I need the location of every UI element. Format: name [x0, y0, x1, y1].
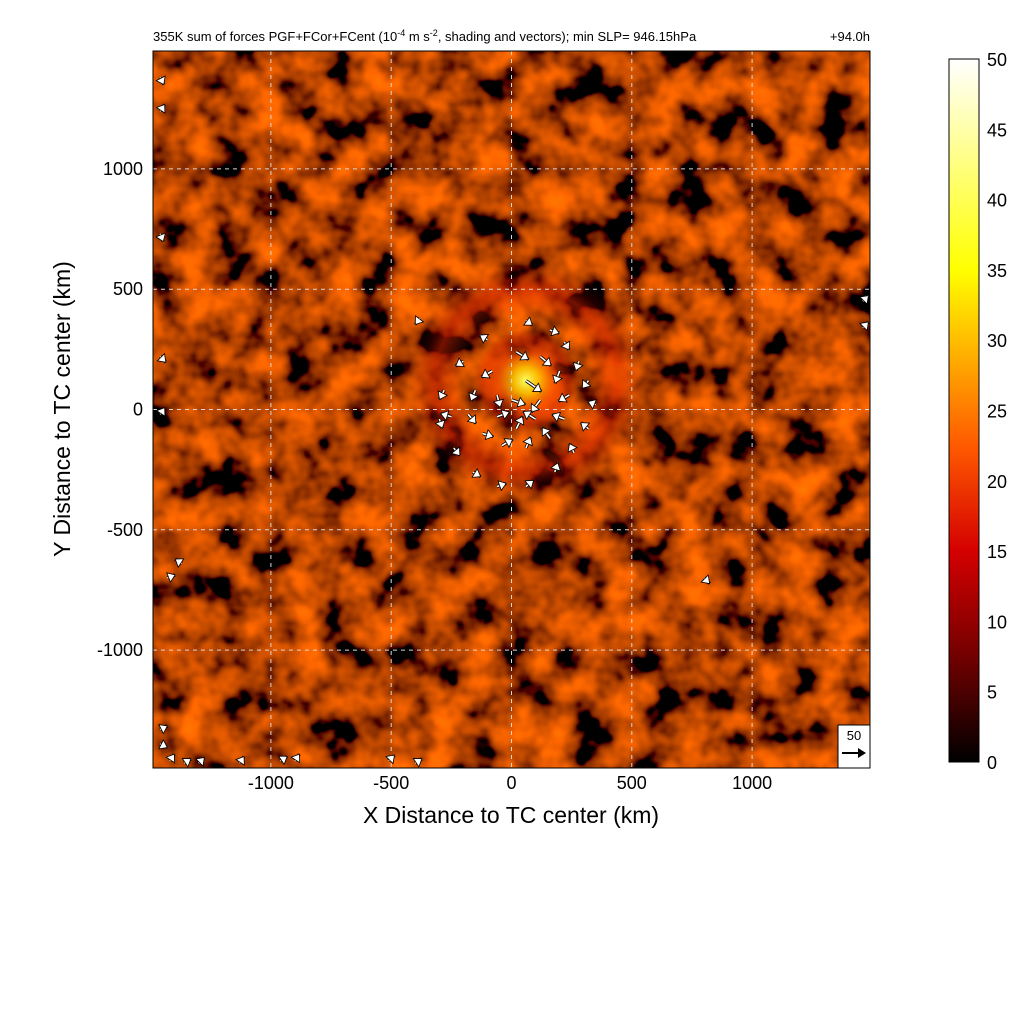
- force-vector: [579, 421, 591, 432]
- force-vector: [155, 232, 166, 243]
- force-vector: [413, 315, 425, 326]
- force-vector: [434, 418, 446, 429]
- force-vector: [551, 411, 565, 423]
- force-vector: [437, 389, 448, 401]
- colorbar-ticks: 0 5 10 15 20 25 30 35 40 45 50: [987, 50, 1007, 773]
- force-vector: [522, 410, 537, 421]
- force-vector: [450, 446, 462, 457]
- x-axis-label: X Distance to TC center (km): [363, 802, 659, 828]
- y-tick-label: 500: [113, 279, 143, 299]
- colorbar-gradient: [948, 58, 980, 763]
- colorbar-tick-label: 20: [987, 472, 1007, 492]
- force-vector: [541, 426, 552, 440]
- force-vector: [439, 410, 452, 422]
- force-vector: [165, 753, 176, 764]
- force-vector: [156, 352, 168, 364]
- x-tick-label: 0: [506, 773, 516, 793]
- reference-arrow-head: [858, 748, 866, 758]
- force-vector: [166, 572, 176, 583]
- force-vector: [529, 398, 542, 414]
- force-vector: [587, 399, 598, 410]
- colorbar-tick-label: 25: [987, 402, 1007, 422]
- colorbar: 0 5 10 15 20 25 30 35 40 45 50: [948, 50, 1007, 773]
- y-tick-label: -500: [107, 520, 143, 540]
- y-axis-ticks: -1000 -500 0 500 1000: [97, 159, 143, 660]
- colorbar-tick-label: 10: [987, 612, 1007, 632]
- reference-vector: 50: [837, 724, 871, 769]
- y-axis-label: Y Distance to TC center (km): [49, 261, 75, 557]
- y-tick-label: 0: [133, 400, 143, 420]
- force-vector: [513, 415, 525, 430]
- force-vector: [195, 756, 206, 767]
- chart-title: 355K sum of forces PGF+FCor+FCent (10-4 …: [153, 28, 697, 44]
- x-tick-label: -1000: [248, 773, 294, 793]
- y-tick-label: 1000: [103, 159, 143, 179]
- force-vector: [471, 467, 482, 479]
- force-vector: [492, 394, 504, 409]
- x-tick-label: 500: [617, 773, 647, 793]
- x-axis-ticks: -1000 -500 0 500 1000: [248, 773, 772, 793]
- force-vector: [539, 355, 553, 367]
- force-vector: [700, 574, 711, 585]
- force-vector: [550, 462, 562, 473]
- force-vector: [482, 429, 495, 441]
- force-vector: [181, 757, 192, 768]
- force-vector: [468, 389, 480, 402]
- force-vector: [277, 755, 289, 766]
- force-vector: [174, 557, 185, 568]
- force-vector: [501, 438, 514, 449]
- colorbar-tick-label: 0: [987, 753, 997, 773]
- force-vector: [496, 480, 507, 492]
- force-vector: [155, 75, 166, 86]
- forecast-time: +94.0h: [830, 29, 870, 44]
- force-vector: [496, 409, 510, 421]
- colorbar-tick-label: 15: [987, 542, 1007, 562]
- force-vector: [235, 755, 246, 766]
- colorbar-tick-label: 40: [987, 191, 1007, 211]
- force-vector: [158, 724, 169, 735]
- colorbar-tick-label: 35: [987, 261, 1007, 281]
- reference-vector-box: [837, 724, 871, 769]
- x-tick-label: 1000: [732, 773, 772, 793]
- force-vector: [478, 333, 490, 344]
- force-vector: [525, 379, 543, 393]
- y-tick-label: -1000: [97, 640, 143, 660]
- force-vector: [522, 316, 534, 327]
- force-vector: [466, 413, 478, 425]
- force-vector: [581, 378, 592, 390]
- colorbar-tick-label: 30: [987, 331, 1007, 351]
- force-vector: [155, 103, 166, 114]
- force-vector: [572, 360, 584, 372]
- force-vector: [385, 753, 396, 765]
- force-vector: [412, 757, 423, 768]
- force-vector: [158, 739, 169, 750]
- plot-frame: [152, 50, 871, 769]
- force-vector: [290, 753, 301, 764]
- force-vector: [155, 406, 166, 418]
- force-vector: [510, 396, 526, 408]
- force-vector: [552, 370, 564, 384]
- colorbar-tick-label: 50: [987, 50, 1007, 70]
- force-vectors: [155, 75, 870, 768]
- force-vector: [560, 340, 571, 351]
- reference-vector-label: 50: [847, 728, 861, 743]
- force-vector: [859, 294, 870, 305]
- plot-area: [153, 51, 870, 768]
- colorbar-tick-label: 5: [987, 683, 997, 703]
- x-tick-label: -500: [373, 773, 409, 793]
- force-vector: [859, 320, 870, 332]
- force-vector: [524, 479, 535, 490]
- force-vector: [515, 350, 530, 361]
- force-vector: [454, 357, 466, 368]
- force-vector: [480, 368, 494, 379]
- force-vector: [522, 436, 533, 449]
- force-vector: [567, 442, 578, 454]
- force-vector: [557, 392, 571, 403]
- force-vector: [549, 325, 560, 337]
- colorbar-tick-label: 45: [987, 120, 1007, 140]
